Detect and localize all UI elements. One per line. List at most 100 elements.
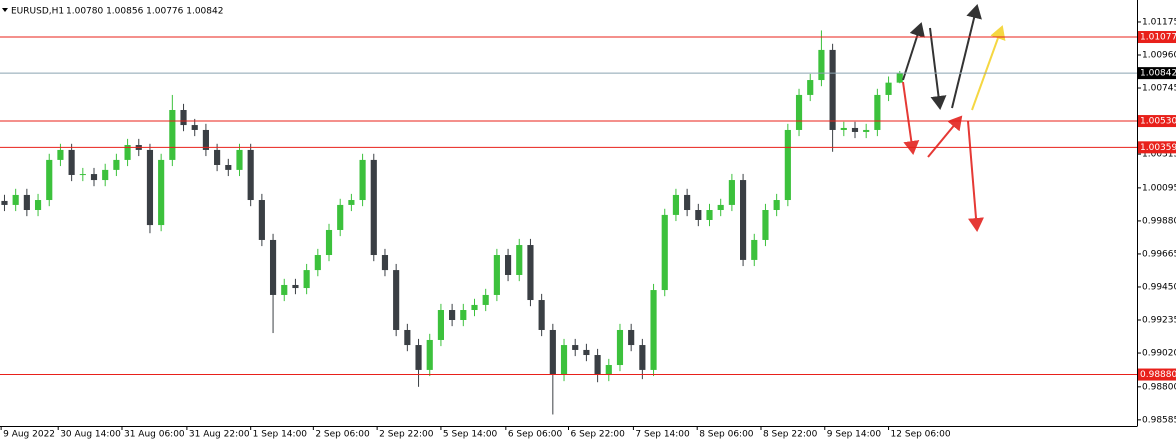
- candle-body: [493, 255, 500, 295]
- level-label: 0.98880: [1140, 370, 1176, 380]
- candle-body: [661, 214, 668, 291]
- level-label: 1.01077: [1140, 33, 1176, 43]
- annotation-arrows: [902, 4, 1006, 232]
- candle-body: [124, 145, 131, 160]
- candle-body: [807, 80, 814, 95]
- candle-body: [572, 345, 579, 350]
- candle-body: [12, 194, 19, 205]
- y-tick-label: 0.99020: [1142, 349, 1176, 359]
- candle-body: [90, 174, 98, 181]
- candle-body: [426, 339, 433, 370]
- y-tick-label: 1.00960: [1142, 50, 1176, 60]
- candle-body: [538, 300, 545, 330]
- arrow: [902, 81, 920, 155]
- candle-body: [415, 345, 422, 370]
- candle-body: [292, 284, 299, 289]
- x-tick-label: 8 Sep 22:00: [763, 430, 818, 440]
- candle-body: [740, 180, 747, 260]
- x-tick-label: 30 Aug 14:00: [60, 430, 121, 440]
- candle-body: [23, 194, 30, 211]
- candle-body: [504, 255, 512, 275]
- level-label-bg: [1138, 368, 1176, 381]
- candle-body: [169, 109, 176, 160]
- y-tick-label: 0.99450: [1142, 282, 1176, 292]
- candle-body: [616, 329, 624, 366]
- x-tick-label: 1 Sep 14:00: [253, 430, 308, 440]
- arrow: [971, 25, 1006, 111]
- x-tick-label: 8 Sep 06:00: [699, 430, 754, 440]
- candle-body: [594, 355, 601, 375]
- candle-body: [863, 129, 870, 132]
- y-tick-label: 0.99880: [1142, 216, 1176, 226]
- candle-body: [325, 229, 333, 256]
- y-tick-label: 0.98585: [1142, 415, 1176, 425]
- candle-body: [583, 349, 590, 356]
- candle-body: [549, 329, 556, 375]
- candle-body: [113, 159, 120, 170]
- candle-body: [527, 245, 534, 301]
- candle-body: [751, 239, 758, 260]
- candle-body: [605, 365, 612, 375]
- x-tick-label: 6 Sep 06:00: [508, 430, 563, 440]
- candle-body: [784, 129, 791, 201]
- candle-body: [314, 255, 321, 271]
- x-tick-label: 31 Aug 22:00: [189, 430, 250, 440]
- level-label-bg: [1138, 67, 1176, 80]
- candle-body: [639, 345, 646, 370]
- candle-body: [46, 159, 53, 201]
- candle-body: [460, 310, 467, 320]
- x-tick-label: 7 Sep 14:00: [635, 430, 690, 440]
- candle-body: [303, 270, 310, 289]
- candle-body: [672, 194, 680, 215]
- candle-body: [482, 294, 489, 305]
- candle-body: [516, 245, 523, 275]
- level-label: 1.00842: [1140, 69, 1176, 79]
- candle-body: [102, 169, 109, 181]
- y-tick-label: 0.98800: [1142, 382, 1176, 392]
- y-tick-label: 0.99235: [1142, 315, 1176, 325]
- candle-body: [851, 127, 859, 132]
- candle-body: [214, 149, 221, 165]
- level-label-bg: [1138, 115, 1176, 128]
- candle-body: [650, 290, 657, 370]
- candle-body: [896, 73, 903, 83]
- candle-body: [202, 129, 209, 150]
- candle-body: [79, 174, 86, 176]
- header-icon: [2, 8, 8, 12]
- candle-body: [706, 210, 713, 220]
- candle-body: [34, 200, 42, 211]
- candle-body: [874, 94, 881, 130]
- candle-body: [158, 159, 165, 226]
- candle-body: [381, 255, 389, 271]
- candle-body: [269, 239, 277, 295]
- y-tick-label: 1.01175: [1142, 17, 1176, 27]
- x-tick-label: 12 Sep 06:00: [891, 430, 951, 440]
- candle-body: [348, 200, 355, 205]
- x-tick-label: 2 Sep 22:00: [379, 430, 434, 440]
- candle-body: [795, 94, 803, 130]
- y-tick-label: 1.00315: [1142, 150, 1176, 160]
- candle-body: [370, 159, 377, 256]
- candle-body: [236, 149, 243, 170]
- candle-body: [247, 149, 254, 201]
- candle-body: [1, 200, 8, 205]
- candle-body: [359, 159, 366, 201]
- candle-body: [258, 200, 265, 240]
- plot-area: [1, 30, 903, 415]
- candle-body: [68, 149, 75, 175]
- symbol-title: EURUSD,H1: [11, 7, 64, 17]
- x-tick-label: 9 Sep 14:00: [827, 430, 882, 440]
- candle-body: [762, 210, 769, 240]
- candle-body: [818, 49, 825, 81]
- candle-body: [628, 329, 635, 346]
- candle-body: [728, 180, 735, 205]
- candle-body: [337, 204, 344, 230]
- candle-body: [437, 310, 445, 340]
- candle-body: [281, 284, 288, 295]
- arrow: [902, 22, 925, 81]
- candle-body: [180, 109, 187, 126]
- x-tick-label: 5 Sep 14:00: [443, 430, 498, 440]
- candle-body: [684, 194, 691, 211]
- arrow: [929, 27, 947, 110]
- candle-body: [829, 49, 836, 130]
